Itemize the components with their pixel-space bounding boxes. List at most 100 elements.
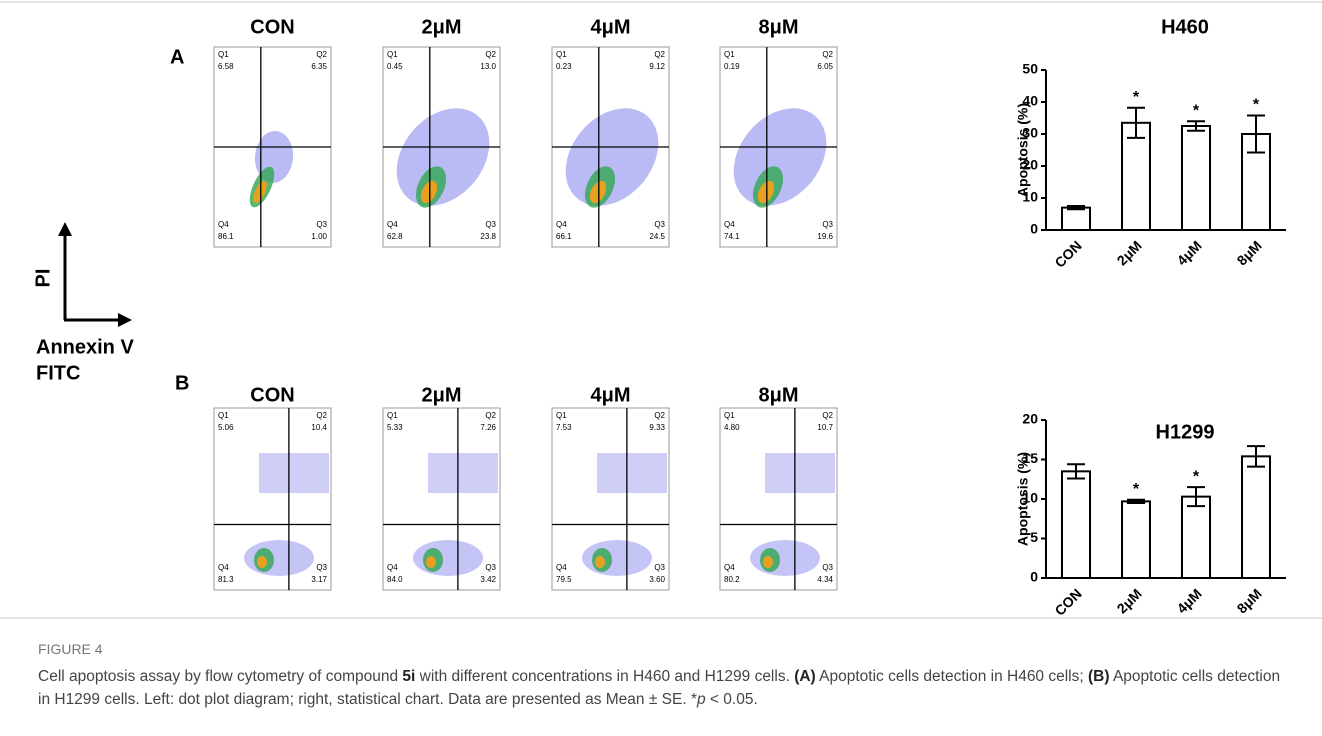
significance: *: [1133, 481, 1140, 498]
plot-title: 8μM: [758, 384, 798, 406]
x-tick-label: 4μM: [1174, 237, 1205, 268]
quadrant-value: 0.19: [724, 62, 740, 71]
plot-title: 2μM: [421, 16, 461, 38]
quadrant-name: Q1: [556, 50, 567, 59]
quadrant-value: 6.58: [218, 62, 234, 71]
plot-title: 2μM: [421, 384, 461, 406]
quadrant-value: 7.26: [480, 423, 496, 432]
arrow-head: [118, 313, 132, 327]
quadrant-value: 66.1: [556, 232, 572, 241]
quadrant-name: Q3: [316, 563, 327, 572]
significance: *: [1193, 468, 1200, 485]
axis-key-x: FITC: [36, 362, 80, 384]
quadrant-name: Q4: [387, 563, 398, 572]
chart-title: H460: [1161, 16, 1209, 38]
bar: [1122, 501, 1150, 578]
plot-title: 4μM: [590, 16, 630, 38]
quadrant-value: 9.12: [649, 62, 665, 71]
y-tick-label: 15: [1022, 450, 1038, 466]
cell-band: [597, 453, 667, 493]
quadrant-name: Q2: [654, 50, 665, 59]
quadrant-value: 3.42: [480, 575, 496, 584]
panel-label: B: [175, 372, 189, 394]
quadrant-value: 5.06: [218, 423, 234, 432]
quadrant-name: Q4: [218, 220, 229, 229]
caption-text: p: [697, 691, 706, 708]
quadrant-value: 7.53: [556, 423, 572, 432]
x-tick-label: 2μM: [1114, 585, 1145, 616]
quadrant-value: 3.60: [649, 575, 665, 584]
quadrant-name: Q3: [485, 563, 496, 572]
quadrant-name: Q3: [485, 220, 496, 229]
quadrant-value: 10.7: [817, 423, 833, 432]
quadrant-name: Q2: [485, 50, 496, 59]
quadrant-value: 80.2: [724, 575, 740, 584]
quadrant-name: Q4: [218, 563, 229, 572]
quadrant-name: Q3: [316, 220, 327, 229]
quadrant-value: 24.5: [649, 232, 665, 241]
quadrant-name: Q2: [316, 411, 327, 420]
y-tick-label: 10: [1022, 490, 1038, 506]
quadrant-value: 3.17: [311, 575, 327, 584]
bar: [1242, 456, 1270, 578]
plot-title: 4μM: [590, 384, 630, 406]
axis-key-x: Annexin V: [36, 336, 134, 358]
quadrant-value: 84.0: [387, 575, 403, 584]
quadrant-value: 13.0: [480, 62, 496, 71]
quadrant-value: 0.23: [556, 62, 572, 71]
caption-text: with different concentrations in H460 an…: [415, 668, 794, 685]
caption: FIGURE 4 Cell apoptosis assay by flow cy…: [38, 638, 1288, 711]
caption-text: 5i: [402, 668, 415, 685]
caption-text: Apoptotic cells detection in H460 cells;: [816, 668, 1088, 685]
quadrant-name: Q1: [724, 411, 735, 420]
quadrant-value: 62.8: [387, 232, 403, 241]
bar: [1062, 208, 1090, 230]
cell-band: [259, 453, 329, 493]
chart-title: H1299: [1156, 421, 1215, 443]
caption-text: (B): [1088, 668, 1110, 685]
quadrant-value: 4.34: [817, 575, 833, 584]
cell-band: [765, 453, 835, 493]
quadrant-name: Q4: [724, 220, 735, 229]
x-tick-label: CON: [1051, 237, 1084, 270]
quadrant-name: Q4: [387, 220, 398, 229]
plot-title: 8μM: [758, 16, 798, 38]
quadrant-value: 0.45: [387, 62, 403, 71]
quadrant-value: 23.8: [480, 232, 496, 241]
quadrant-name: Q2: [316, 50, 327, 59]
caption-text: < 0.05.: [706, 691, 758, 708]
y-tick-label: 40: [1022, 93, 1038, 109]
quadrant-value: 6.35: [311, 62, 327, 71]
quadrant-value: 10.4: [311, 423, 327, 432]
y-tick-label: 50: [1022, 61, 1038, 77]
x-tick-label: 8μM: [1234, 237, 1265, 268]
figure: PI Annexin V FITC A CON Q1 6.58 Q2 6.35 Q3 1.00…: [0, 0, 1322, 620]
quadrant-name: Q1: [218, 411, 229, 420]
axis-key-y: PI: [32, 269, 54, 288]
significance: *: [1253, 97, 1260, 114]
quadrant-value: 6.05: [817, 62, 833, 71]
quadrant-value: 5.33: [387, 423, 403, 432]
arrow-head: [58, 222, 72, 236]
significance: *: [1193, 102, 1200, 119]
cell-core: [595, 556, 605, 568]
x-tick-label: 2μM: [1114, 237, 1145, 268]
y-tick-label: 5: [1030, 529, 1038, 545]
quadrant-value: 19.6: [817, 232, 833, 241]
cell-core: [426, 556, 436, 568]
panel-label: A: [170, 46, 184, 68]
quadrant-value: 79.5: [556, 575, 572, 584]
cell-core: [763, 556, 773, 568]
bar: [1182, 126, 1210, 230]
x-tick-label: CON: [1051, 585, 1084, 618]
significance: *: [1133, 89, 1140, 106]
plot-title: CON: [250, 384, 294, 406]
cell-band: [428, 453, 498, 493]
x-tick-label: 8μM: [1234, 585, 1265, 616]
quadrant-name: Q1: [387, 411, 398, 420]
quadrant-value: 9.33: [649, 423, 665, 432]
quadrant-name: Q2: [485, 411, 496, 420]
quadrant-value: 1.00: [311, 232, 327, 241]
quadrant-name: Q1: [724, 50, 735, 59]
quadrant-name: Q4: [556, 220, 567, 229]
